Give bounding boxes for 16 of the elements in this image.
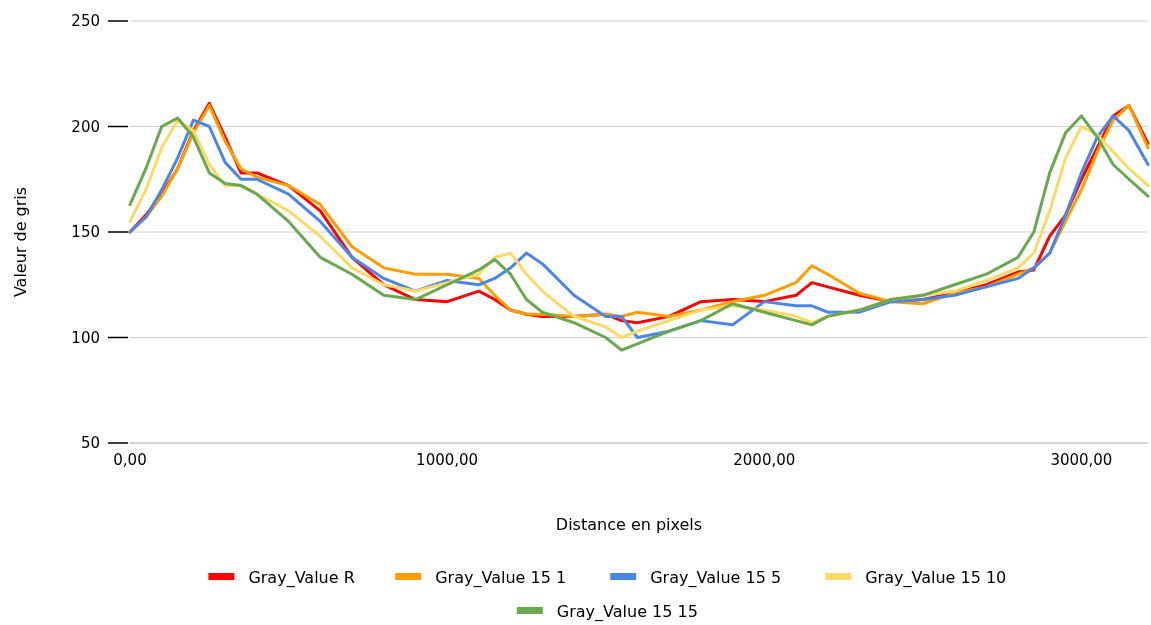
x-tick-label: 2000,00 bbox=[733, 451, 796, 469]
y-tick-label: 150 bbox=[71, 223, 100, 242]
x-tick-label: 3000,00 bbox=[1050, 451, 1113, 469]
y-tick-label: 50 bbox=[80, 434, 100, 453]
x-axis-title: Distance en pixels bbox=[555, 515, 703, 534]
y-tick-label: 100 bbox=[71, 328, 100, 347]
legend-label: Gray_Value 15 5 bbox=[650, 567, 782, 588]
legend-label: Gray_Value 15 1 bbox=[435, 567, 567, 588]
y-axis-title: Valeur de gris bbox=[11, 186, 30, 298]
y-tick-label: 250 bbox=[71, 12, 100, 31]
x-tick-label: 1000,00 bbox=[416, 451, 479, 469]
legend-label: Gray_Value 15 10 bbox=[865, 567, 1007, 588]
legend-label: Gray_Value R bbox=[248, 567, 355, 588]
x-tick-label: 0,00 bbox=[113, 451, 147, 469]
y-tick-label: 200 bbox=[71, 117, 100, 136]
legend-label: Gray_Value 15 15 bbox=[556, 601, 698, 622]
